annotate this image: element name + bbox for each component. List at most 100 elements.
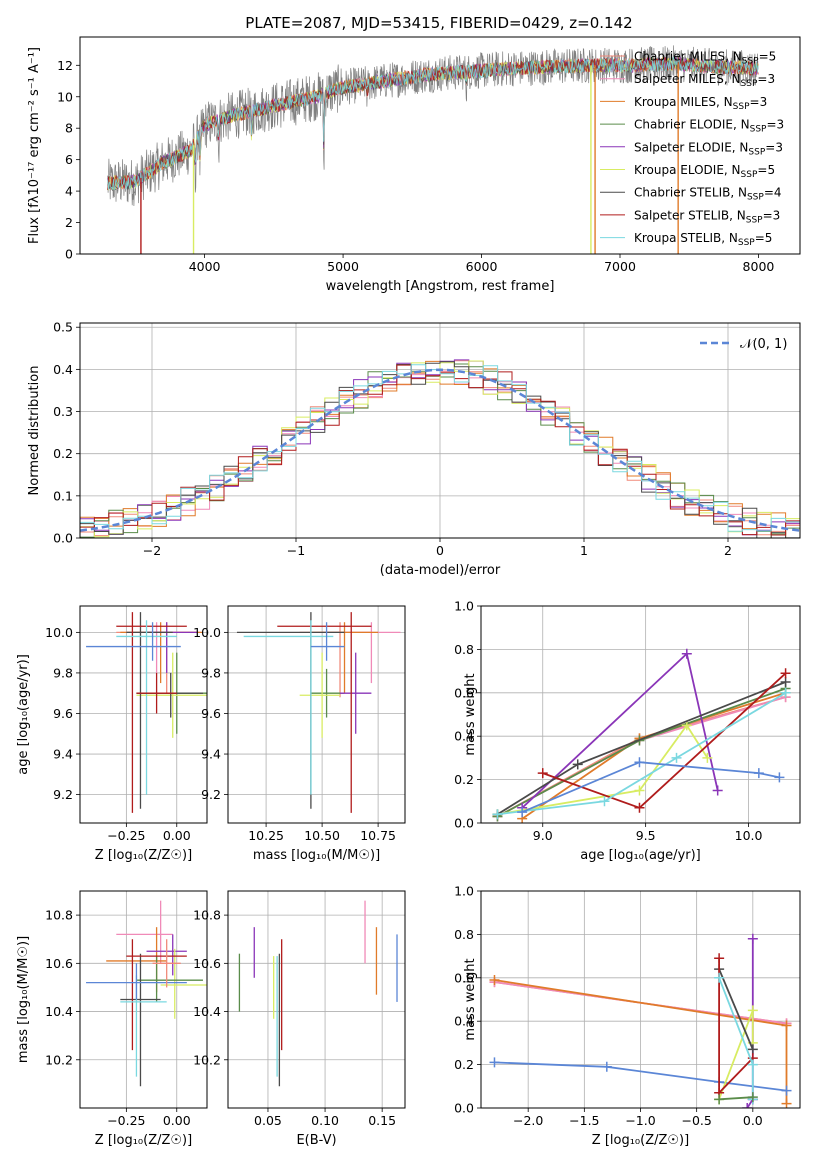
- histogram-step: [80, 364, 800, 536]
- series-marker: [671, 752, 682, 763]
- mass-vs-EBV-panel: 0.05 0.10 0.15 10.2 10.4 10.6 10.8 E(B-V): [193, 890, 406, 1148]
- y-tick-label: 9.4: [201, 747, 221, 762]
- x-axis-label: Z [log₁₀(Z/Z☉)]: [95, 1133, 192, 1148]
- y-tick-label: 2: [65, 215, 73, 230]
- y-tick-label: 1.0: [454, 884, 474, 899]
- y-tick-label: 10.4: [45, 1004, 73, 1019]
- legend-entry: Kroupa ELODIE, NSSP=5: [634, 163, 775, 180]
- series-marker: [774, 772, 785, 783]
- y-tick-label: 1.0: [454, 599, 474, 614]
- x-tick-label: 2: [724, 543, 732, 558]
- residual-histogram-panel: −2 −1 0 1 2 0.0 0.1 0.2 0.3 0.4 0.5 (data-model)/er…: [27, 320, 801, 578]
- y-axis-label: age [log₁₀(age/yr)]: [16, 654, 31, 775]
- y-tick-label: 10.2: [45, 1052, 73, 1067]
- legend-entry: Salpeter MILES, NSSP=3: [634, 72, 775, 89]
- series-marker: [712, 785, 723, 796]
- x-tick-label: 0.00: [163, 1113, 191, 1128]
- plot-content: [489, 933, 792, 1108]
- y-tick-label: 0.4: [454, 1014, 474, 1029]
- y-tick-label: 9.2: [201, 787, 221, 802]
- x-tick-label: −0.25: [107, 1113, 145, 1128]
- y-tick-label: 9.4: [53, 747, 73, 762]
- y-tick-label: 10.0: [45, 625, 73, 640]
- axes-frame: [79, 890, 208, 1109]
- series-marker: [489, 974, 500, 985]
- y-tick-label: 0.4: [454, 729, 474, 744]
- series-marker: [780, 687, 791, 698]
- y-axis-label: Normed distribution: [27, 366, 42, 496]
- series-line: [497, 692, 787, 816]
- series-marker: [714, 1094, 725, 1105]
- mass-vs-Z-panel: −0.25 0.00 10.2 10.4 10.6 10.8 Z [log₁₀(Z/Z☉)]…: [16, 890, 208, 1148]
- series-marker: [634, 785, 645, 796]
- series-marker: [780, 668, 791, 679]
- legend-entry: Salpeter ELODIE, NSSP=3: [634, 140, 783, 157]
- x-tick-label: 0.00: [163, 828, 191, 843]
- y-tick-label: 10.0: [193, 625, 221, 640]
- x-tick-label: 9.0: [533, 828, 553, 843]
- series-marker: [572, 759, 583, 770]
- age-vs-Z-panel: −0.25 0.00 9.2 9.4 9.6 9.8 10.0 Z [log₁₀(Z/Z☉)]…: [16, 605, 208, 863]
- x-tick-label: 6000: [466, 259, 498, 274]
- mass-weight-vs-age-panel: 9.0 9.5 10.0 0.0 0.2 0.4 0.6 0.8 1.0 age [log₁₀(a…: [454, 599, 801, 863]
- series-line: [497, 723, 709, 816]
- x-tick-label: −1.5: [569, 1113, 599, 1128]
- x-tick-label: 10.75: [360, 828, 396, 843]
- y-tick-label: 0.8: [454, 642, 474, 657]
- x-tick-label: −0.25: [107, 828, 145, 843]
- y-tick-label: 12: [57, 58, 73, 73]
- x-axis-label: wavelength [Angstrom, rest frame]: [326, 279, 555, 294]
- y-tick-label: 0.2: [454, 1057, 474, 1072]
- plot-content: [107, 45, 759, 254]
- series-marker: [781, 1020, 792, 1031]
- plot-area: [80, 606, 207, 823]
- legend-entry: Chabrier MILES, NSSP=5: [634, 50, 776, 67]
- axes-frame: [480, 890, 801, 1109]
- x-axis-label: E(B-V): [296, 1133, 336, 1148]
- series-marker: [634, 757, 645, 768]
- series-marker: [517, 807, 528, 818]
- series-marker: [780, 676, 791, 687]
- y-tick-label: 10.8: [45, 908, 73, 923]
- y-tick-label: 10: [57, 89, 73, 104]
- legend-entry: Chabrier STELIB, NSSP=4: [634, 186, 782, 203]
- series-line: [718, 968, 754, 1050]
- x-tick-label: 5000: [327, 259, 359, 274]
- y-tick-label: 10.2: [193, 1052, 221, 1067]
- y-tick-label: 0.8: [454, 927, 474, 942]
- grid: [228, 891, 405, 1108]
- legend-entry: Kroupa STELIB, NSSP=5: [634, 231, 772, 248]
- mass-weight-vs-Z-panel: −2.0 −1.5 −1.0 −0.5 0.0 0.0 0.2 0.4 0.6 0.8 1.0 Z […: [454, 884, 801, 1148]
- figure-title: PLATE=2087, MJD=53415, FIBERID=0429, z=0…: [245, 14, 632, 32]
- axes-frame: [79, 605, 208, 824]
- series-marker: [781, 1085, 792, 1096]
- series-marker: [781, 1098, 792, 1108]
- y-tick-label: 9.6: [53, 706, 73, 721]
- x-tick-label: 10.0: [735, 828, 763, 843]
- x-axis-label: (data-model)/error: [380, 563, 501, 578]
- x-axis-label: Z [log₁₀(Z/Z☉)]: [592, 1133, 689, 1148]
- plot-area: [228, 606, 405, 823]
- y-tick-label: 0.1: [53, 488, 73, 503]
- x-tick-label: 0.10: [311, 1113, 339, 1128]
- x-tick-label: 9.5: [636, 828, 656, 843]
- axes-frame: [79, 36, 801, 255]
- plot-content: [236, 612, 401, 813]
- series-marker: [747, 1059, 758, 1070]
- age-vs-mass-panel: 10.25 10.50 10.75 9.2 9.4 9.6 9.8 10.0 mass [log…: [193, 605, 406, 863]
- y-tick-label: 10.6: [193, 956, 221, 971]
- x-axis-label: age [log₁₀(age/yr)]: [580, 848, 701, 863]
- x-tick-label: −1: [287, 543, 305, 558]
- x-tick-label: −2: [143, 543, 161, 558]
- series-marker: [747, 1005, 758, 1016]
- axes-frame: [227, 605, 406, 824]
- y-tick-label: 0.5: [53, 320, 73, 335]
- legend: 𝒩(0, 1): [700, 337, 787, 352]
- y-tick-label: 0.0: [454, 1101, 474, 1116]
- series-marker: [601, 1061, 612, 1072]
- y-tick-label: 9.8: [201, 665, 221, 680]
- axes-frame: [227, 890, 406, 1109]
- y-tick-label: 0.0: [454, 816, 474, 831]
- plot-content: [492, 648, 791, 823]
